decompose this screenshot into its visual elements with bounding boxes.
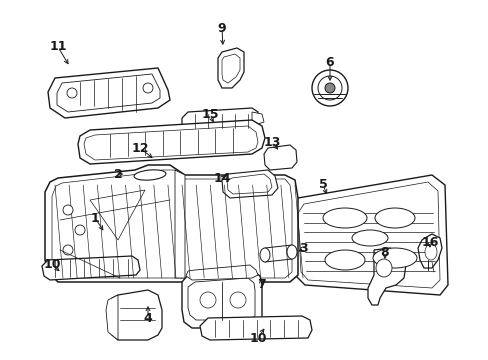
Polygon shape — [291, 175, 447, 295]
Text: 1: 1 — [90, 211, 99, 225]
Ellipse shape — [286, 245, 296, 259]
Ellipse shape — [424, 244, 436, 260]
Text: 9: 9 — [217, 22, 226, 35]
Polygon shape — [106, 295, 118, 340]
Ellipse shape — [374, 208, 414, 228]
Polygon shape — [42, 256, 140, 280]
Text: 6: 6 — [325, 55, 334, 68]
Text: 4: 4 — [143, 311, 152, 324]
Ellipse shape — [323, 208, 366, 228]
Polygon shape — [185, 265, 258, 280]
Polygon shape — [84, 126, 258, 160]
Polygon shape — [200, 316, 311, 340]
Polygon shape — [57, 74, 160, 112]
Text: 2: 2 — [113, 168, 122, 181]
Text: 7: 7 — [257, 279, 266, 292]
Polygon shape — [45, 165, 297, 282]
Ellipse shape — [372, 248, 416, 268]
Circle shape — [63, 245, 73, 255]
Polygon shape — [108, 290, 162, 340]
Circle shape — [311, 70, 347, 106]
Polygon shape — [182, 270, 262, 328]
Polygon shape — [222, 170, 278, 198]
Polygon shape — [264, 145, 296, 170]
Polygon shape — [222, 54, 240, 83]
Text: 5: 5 — [318, 179, 326, 192]
Ellipse shape — [351, 230, 387, 246]
Circle shape — [229, 292, 245, 308]
Text: 10: 10 — [43, 258, 61, 271]
Polygon shape — [417, 234, 441, 268]
Polygon shape — [90, 190, 145, 240]
Text: 12: 12 — [131, 141, 148, 154]
Polygon shape — [367, 248, 405, 305]
Text: 13: 13 — [263, 135, 280, 148]
Polygon shape — [52, 170, 291, 278]
Polygon shape — [48, 68, 170, 118]
Polygon shape — [78, 120, 264, 164]
Polygon shape — [175, 170, 184, 278]
Polygon shape — [218, 48, 244, 88]
Circle shape — [67, 88, 77, 98]
Circle shape — [317, 76, 341, 100]
Circle shape — [200, 292, 216, 308]
Text: 16: 16 — [421, 237, 438, 249]
Circle shape — [142, 83, 153, 93]
Text: 8: 8 — [380, 246, 388, 258]
Polygon shape — [251, 112, 264, 126]
Ellipse shape — [260, 248, 269, 262]
Ellipse shape — [325, 250, 364, 270]
Polygon shape — [182, 108, 258, 134]
Polygon shape — [297, 182, 439, 288]
Text: 15: 15 — [201, 108, 218, 122]
Ellipse shape — [375, 259, 391, 277]
Polygon shape — [226, 174, 271, 194]
Text: 3: 3 — [299, 242, 307, 255]
Circle shape — [325, 83, 334, 93]
Circle shape — [75, 225, 85, 235]
Text: 14: 14 — [213, 171, 230, 184]
Text: 11: 11 — [49, 40, 67, 54]
Circle shape — [63, 205, 73, 215]
Polygon shape — [187, 278, 254, 320]
Text: 10: 10 — [249, 332, 266, 345]
Ellipse shape — [134, 170, 165, 180]
